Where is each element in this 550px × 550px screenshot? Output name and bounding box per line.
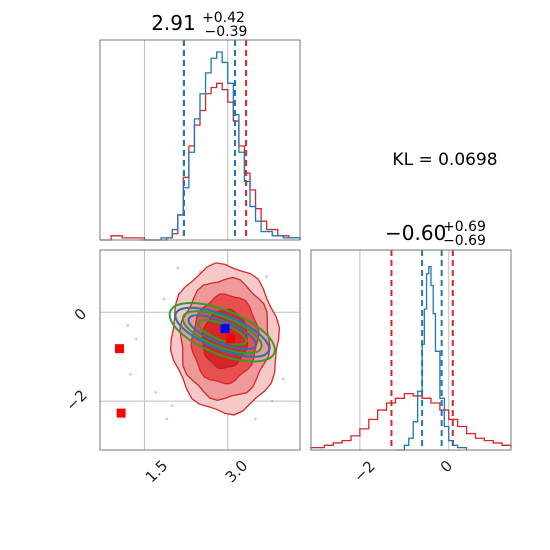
hist-blue-line xyxy=(395,266,468,451)
marginal-panel-2 xyxy=(310,249,512,451)
panel3-title-value: −0.60 xyxy=(385,221,446,245)
sample-point-4 xyxy=(162,297,166,301)
sample-point-10 xyxy=(254,417,257,421)
hist-blue-line xyxy=(138,51,301,241)
hist-red-line xyxy=(310,392,512,450)
panel3-title-plus: +0.69 xyxy=(443,219,486,235)
joint-xtick-1: 1.5 xyxy=(142,457,172,487)
joint-panel xyxy=(99,249,301,451)
sample-point-0 xyxy=(126,324,129,327)
green-contour-outer xyxy=(168,301,276,363)
marginal2-xtick-1: −2 xyxy=(350,457,378,485)
sample-point-1 xyxy=(129,373,132,376)
panel-frame xyxy=(99,39,301,241)
sample-point-3 xyxy=(154,391,157,394)
sample-point-5 xyxy=(171,404,174,407)
sample-point-2 xyxy=(134,337,138,341)
sample-point-8 xyxy=(265,275,268,278)
panel1-title-value: 2.91 xyxy=(151,11,196,35)
marker-square-1 xyxy=(116,408,126,418)
panel1-title: 2.91 +0.42 −0.39 xyxy=(151,7,250,40)
panel-frame xyxy=(310,249,512,451)
sample-point-7 xyxy=(282,377,285,381)
panel1-title-plus: +0.42 xyxy=(202,10,245,26)
marker-square-3 xyxy=(220,324,230,334)
marginal2-xtick-2: 0 xyxy=(437,457,456,476)
joint-xtick-2: 3.0 xyxy=(222,457,252,487)
kl-annotation: KL = 0.0698 xyxy=(392,150,497,170)
panel3-title-minus: −0.69 xyxy=(443,233,486,249)
panel3-title: −0.60 +0.69 −0.69 xyxy=(385,216,491,249)
marginal-panel-1 xyxy=(99,39,301,241)
sample-point-11 xyxy=(165,417,168,421)
blue-contour-outer xyxy=(174,306,271,358)
blue-contour-inner xyxy=(187,314,257,351)
panel-frame xyxy=(99,249,301,451)
green-contour-mid xyxy=(181,310,263,355)
panel1-title-minus: −0.39 xyxy=(205,24,248,40)
marker-square-2 xyxy=(226,334,236,344)
sample-point-13 xyxy=(176,266,179,269)
sample-point-12 xyxy=(271,399,274,403)
joint-ytick-1: 0 xyxy=(71,305,90,324)
marker-square-0 xyxy=(114,344,124,354)
joint-ytick-2: −2 xyxy=(62,386,90,414)
